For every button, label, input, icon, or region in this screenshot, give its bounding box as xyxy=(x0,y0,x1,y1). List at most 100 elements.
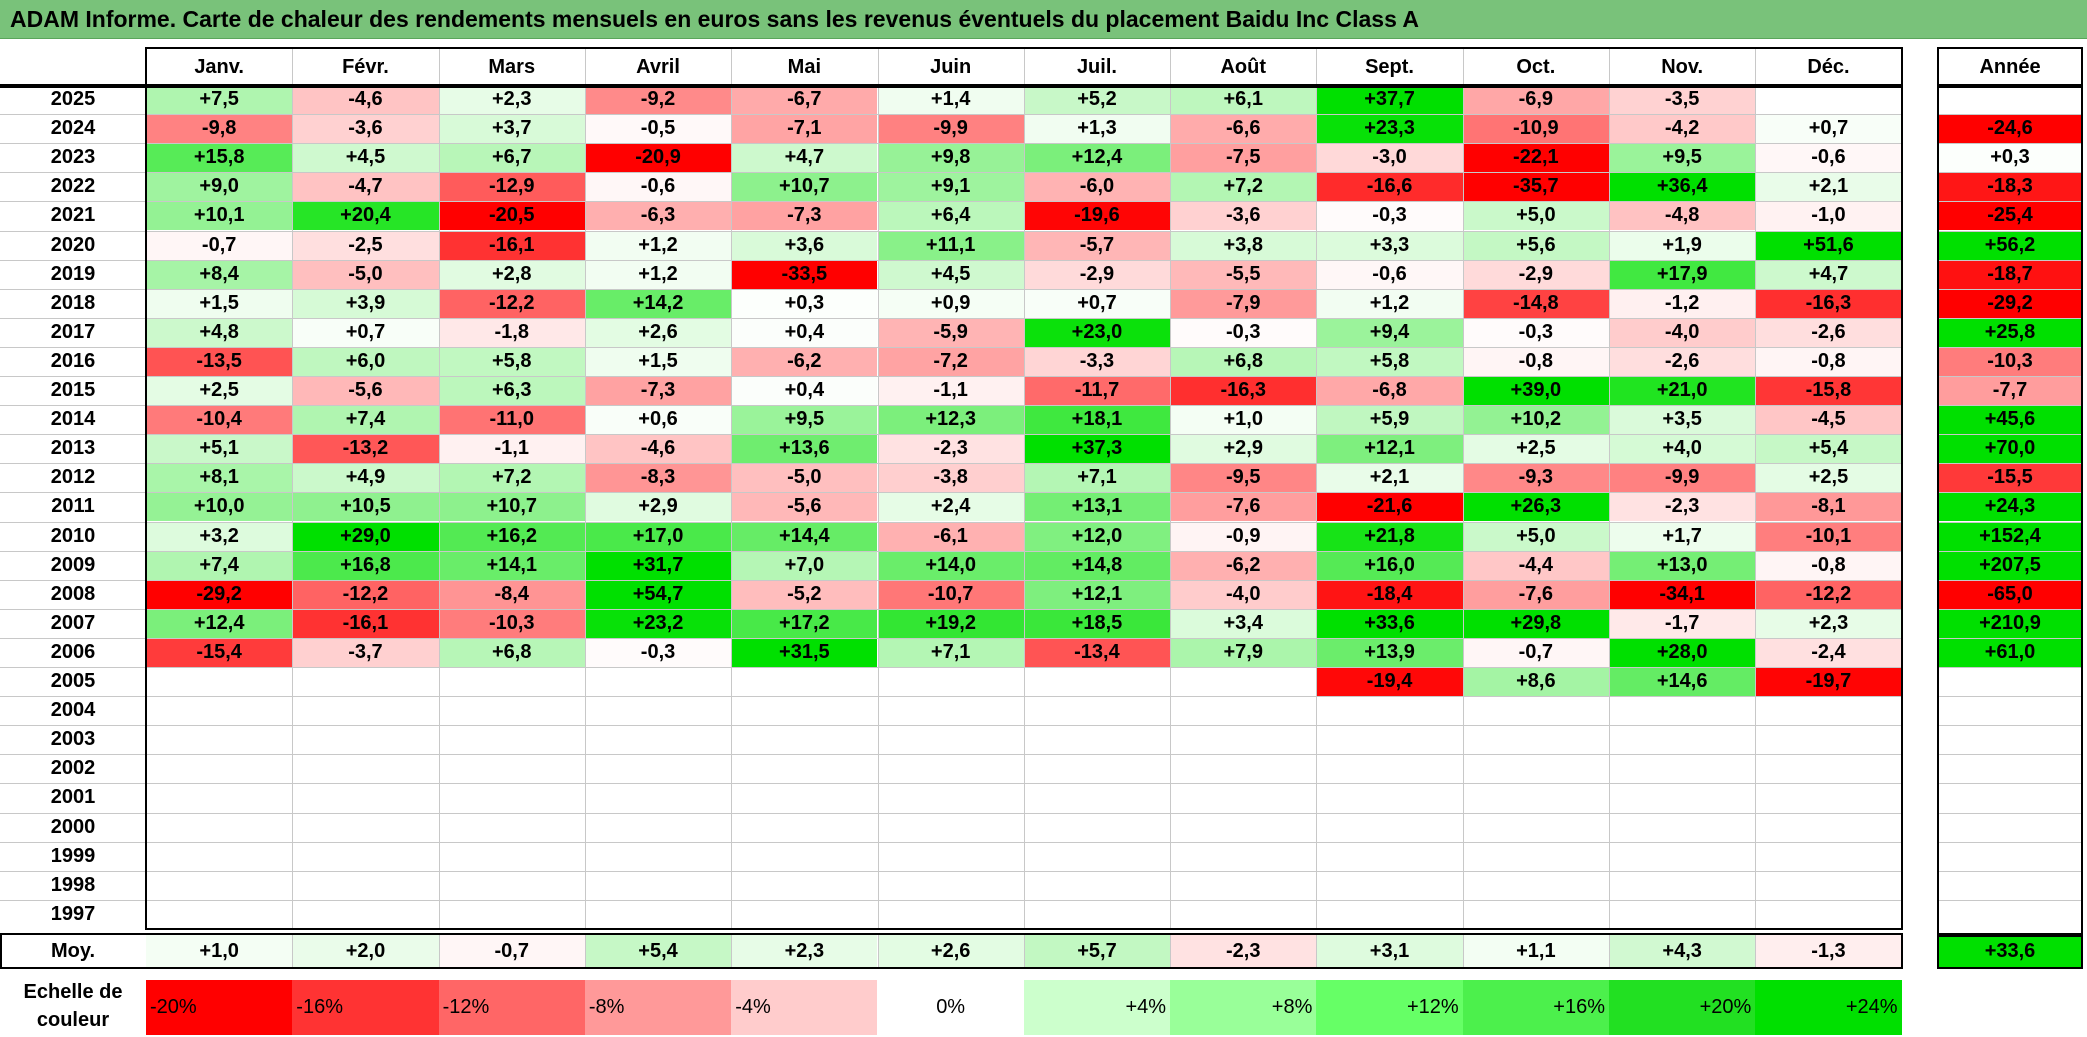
heatmap-cell: +20,4 xyxy=(292,201,439,231)
heatmap-cell: +3,9 xyxy=(292,288,439,318)
heatmap-cell: +23,0 xyxy=(1023,317,1171,347)
heatmap-cell: +4,5 xyxy=(292,143,439,173)
heatmap-cell: +3,7 xyxy=(438,114,585,144)
heatmap-cell: +19,2 xyxy=(877,608,1024,638)
heatmap-cell: -7,6 xyxy=(1170,492,1317,522)
heatmap-cell: +2,9 xyxy=(1170,434,1317,464)
heatmap-cell: +6,7 xyxy=(438,143,585,173)
heatmap-cell: +0,4 xyxy=(731,317,878,347)
heatmap-cell: +14,4 xyxy=(731,521,878,551)
heatmap-cell: +7,5 xyxy=(146,85,293,115)
heatmap-cell: +28,0 xyxy=(1609,637,1756,667)
annual-cell xyxy=(1938,899,2082,929)
annual-cell: +70,0 xyxy=(1938,434,2082,464)
heatmap-cell xyxy=(1170,812,1317,842)
heatmap-cell: -16,1 xyxy=(438,230,585,260)
annual-cell: -65,0 xyxy=(1938,579,2082,609)
heatmap-cell: +6,0 xyxy=(292,346,439,376)
heatmap-cell: -6,6 xyxy=(1170,114,1317,144)
average-cell: -0,7 xyxy=(438,934,585,968)
heatmap-cell: +0,6 xyxy=(584,405,732,435)
heatmap-cell xyxy=(731,899,878,929)
grid-line xyxy=(1938,259,2082,261)
heatmap-cell: -33,5 xyxy=(731,259,878,289)
heatmap-cell: +14,6 xyxy=(1609,667,1756,697)
grid-line xyxy=(0,434,1902,436)
month-header: Févr. xyxy=(342,55,389,78)
heatmap-cell xyxy=(1755,841,1902,871)
heatmap-cell: -11,7 xyxy=(1023,376,1171,406)
year-label: 2021 xyxy=(50,204,96,227)
heatmap-cell xyxy=(877,870,1024,900)
heatmap-cell: +1,5 xyxy=(146,288,293,318)
heatmap-cell xyxy=(438,812,585,842)
heatmap-cell: +1,2 xyxy=(584,230,732,260)
heatmap-cell xyxy=(731,667,878,697)
annual-cell: +45,6 xyxy=(1938,405,2082,435)
year-label: 1998 xyxy=(50,873,96,896)
heatmap-cell xyxy=(1023,841,1171,871)
year-label: 2006 xyxy=(50,640,96,663)
grid-line xyxy=(0,812,1902,814)
color-scale-swatch: +12% xyxy=(1316,980,1463,1035)
heatmap-cell xyxy=(1755,783,1902,813)
heatmap-cell: +9,4 xyxy=(1316,317,1463,347)
grid-line xyxy=(0,608,1902,610)
heatmap-cell: +5,0 xyxy=(1462,201,1609,231)
heatmap-cell: -3,3 xyxy=(1023,346,1171,376)
heatmap-cell: +23,3 xyxy=(1316,114,1463,144)
heatmap-cell: -22,1 xyxy=(1462,143,1609,173)
heatmap-cell xyxy=(1170,899,1317,929)
color-scale-swatch: -4% xyxy=(731,980,878,1035)
heatmap-cell: -3,6 xyxy=(292,114,439,144)
year-label: 2015 xyxy=(50,379,96,402)
heatmap-cell: -1,8 xyxy=(438,317,585,347)
year-label: 2009 xyxy=(50,553,96,576)
heatmap-cell xyxy=(1462,783,1609,813)
heatmap-cell: -5,0 xyxy=(731,463,878,493)
heatmap-cell: -1,1 xyxy=(438,434,585,464)
year-label: 2014 xyxy=(50,408,96,431)
heatmap-cell xyxy=(731,812,878,842)
average-row-label: Moy. xyxy=(50,939,96,962)
grid-line xyxy=(1938,317,2082,319)
heatmap-cell: -5,0 xyxy=(292,259,439,289)
average-cell: -1,3 xyxy=(1755,934,1902,968)
year-label: 2013 xyxy=(50,437,96,460)
heatmap-cell: +29,8 xyxy=(1462,608,1609,638)
year-label: 2016 xyxy=(50,349,96,372)
heatmap-cell: +29,0 xyxy=(292,521,439,551)
grid-line xyxy=(1938,637,2082,639)
year-column-header: Année xyxy=(1979,55,2041,78)
year-label: 2018 xyxy=(50,291,96,314)
grid-line xyxy=(1316,49,1318,929)
heatmap-cell: -5,2 xyxy=(731,579,878,609)
grid-line xyxy=(1938,376,2082,377)
heatmap-cell xyxy=(1023,725,1171,755)
heatmap-cell: +17,0 xyxy=(584,521,732,551)
year-label: 2020 xyxy=(50,233,96,256)
grid-line xyxy=(0,405,1902,407)
grid-line xyxy=(0,637,1902,639)
heatmap-cell xyxy=(1316,696,1463,726)
heatmap-cell xyxy=(1316,812,1463,842)
year-label: 1997 xyxy=(50,902,96,925)
heatmap-cell xyxy=(877,667,1024,697)
heatmap-cell: -3,7 xyxy=(292,637,439,667)
grid-line xyxy=(0,521,1902,523)
heatmap-cell: -6,2 xyxy=(1170,550,1317,580)
month-header: Oct. xyxy=(1516,55,1556,78)
month-header: Avril xyxy=(636,55,680,78)
heatmap-cell xyxy=(1609,899,1756,929)
grid-line xyxy=(1938,841,2082,843)
heatmap-cell: +2,9 xyxy=(584,492,732,522)
heatmap-cell: +3,8 xyxy=(1170,230,1317,260)
heatmap-cell: -18,4 xyxy=(1316,579,1463,609)
heatmap-cell: +23,2 xyxy=(584,608,732,638)
heatmap-cell: -1,2 xyxy=(1609,288,1756,318)
heatmap-cell: -2,9 xyxy=(1023,259,1171,289)
heatmap-cell: +1,4 xyxy=(877,85,1024,115)
grid-line xyxy=(731,934,733,968)
heatmap-cell xyxy=(292,725,439,755)
heatmap-cell: +36,4 xyxy=(1609,172,1756,202)
